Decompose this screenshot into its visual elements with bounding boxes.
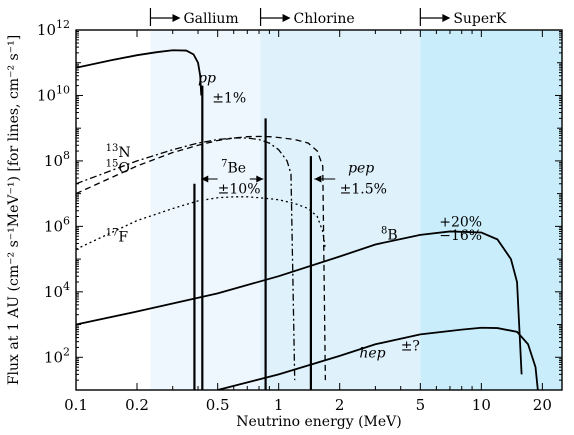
band-label-superk: SuperK (453, 11, 507, 27)
annotation-10: ±10% (218, 182, 261, 198)
x-axis-label: Neutrino energy (MeV) (236, 414, 402, 430)
x-tick-label: 0.2 (125, 396, 149, 414)
y-tick-label: 1012 (37, 18, 70, 39)
annotation-17f: 17F (106, 227, 129, 245)
band-label-gallium: Gallium (183, 11, 238, 27)
annotation-15o: 15O (106, 158, 130, 176)
be7-arrow-left-head (201, 175, 209, 183)
plot-frame (75, 29, 563, 391)
series-8b (76, 230, 523, 375)
y-tick-label: 104 (44, 280, 70, 301)
annotation-15: ±1.5% (340, 182, 387, 198)
x-tick-label: 2 (335, 396, 345, 414)
band-arrowhead (172, 14, 181, 22)
x-tick-label: 10 (472, 396, 491, 414)
series-15o (76, 135, 327, 381)
y-tick-label: 1010 (37, 83, 70, 104)
band-arrowhead (442, 14, 451, 22)
band-arrowhead (282, 14, 291, 22)
plot-area (76, 49, 539, 390)
band-superk (420, 30, 562, 390)
y-tick-label: 108 (44, 149, 70, 170)
band-chlorine (260, 30, 421, 390)
annotation-7be: 7Be (221, 158, 246, 176)
x-tick-label: 1 (274, 396, 284, 414)
annotation-20: +20% (439, 214, 482, 230)
annotation-pp: pp (198, 70, 216, 86)
x-tick-label: 0.1 (64, 396, 88, 414)
annotation-1: ±1% (212, 91, 246, 107)
series-13n (76, 137, 296, 381)
pep-arrow-head (314, 175, 322, 183)
series-pp (76, 49, 203, 96)
annotation-pep: pep (348, 160, 374, 176)
series-17f (76, 196, 327, 250)
annotation-hep: hep (359, 345, 385, 361)
be7-arrow-right-head (256, 175, 264, 183)
band-label-chlorine: Chlorine (294, 11, 355, 27)
x-tick-label: 5 (416, 396, 426, 414)
x-tick-label: 0.5 (206, 396, 230, 414)
y-tick-label: 106 (44, 214, 70, 235)
annotation-8b: 8B (381, 225, 398, 243)
y-tick-label: 102 (44, 345, 70, 366)
x-tick-label: 20 (533, 396, 552, 414)
annotation-: ±? (401, 339, 420, 355)
annotation-16: −16% (439, 228, 482, 244)
y-axis-label: Flux at 1 AU (cm⁻² s⁻¹MeV⁻¹) [for lines,… (6, 35, 22, 385)
annotation-13n: 13N (106, 143, 131, 161)
series-hep (217, 326, 539, 390)
